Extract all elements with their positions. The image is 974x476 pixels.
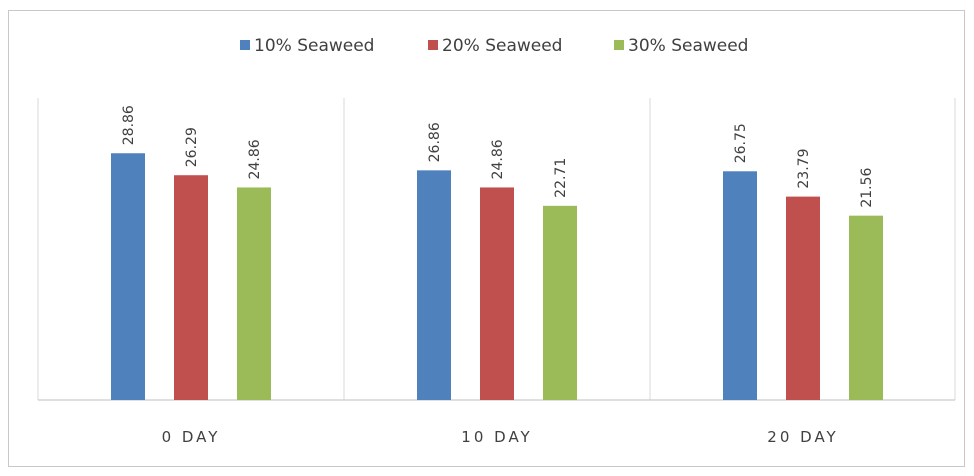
category-label-0day: 0 DAY: [162, 428, 221, 446]
category-label-10day: 10 DAY: [461, 428, 532, 446]
legend-label-10pct: 10% Seaweed: [254, 36, 374, 56]
category-labels: 0 DAY 10 DAY 20 DAY: [162, 428, 838, 446]
legend: 10% Seaweed 20% Seaweed 30% Seaweed: [240, 36, 748, 56]
value-labels-group: 28.86 26.29 24.86 26.86 24.86 22.71 26.75 23.79…: [121, 105, 875, 208]
value-label-10day-series-2: 24.86: [490, 139, 506, 179]
bar-10day-series-2: [480, 187, 514, 400]
legend-label-20pct: 20% Seaweed: [442, 36, 562, 56]
bar-0day-series-1: [111, 153, 145, 400]
value-label-20day-series-2: 23.79: [796, 149, 812, 189]
value-label-20day-series-3: 21.56: [859, 167, 875, 207]
bar-10day-series-3: [543, 205, 577, 400]
bar-20day-series-3: [849, 215, 883, 400]
bar-10day-series-1: [417, 170, 451, 400]
legend-swatch-20pct: [428, 40, 438, 50]
value-label-10day-series-1: 26.86: [427, 122, 443, 162]
value-label-20day-series-1: 26.75: [733, 123, 749, 163]
legend-swatch-10pct: [240, 40, 250, 50]
value-label-0day-series-3: 24.86: [247, 139, 263, 179]
category-label-20day: 20 DAY: [767, 428, 838, 446]
bar-20day-series-2: [786, 196, 820, 400]
bar-20day-series-1: [723, 171, 757, 400]
bar-0day-series-3: [237, 187, 271, 400]
bars-group: [111, 153, 883, 400]
legend-label-30pct: 30% Seaweed: [628, 36, 748, 56]
bar-0day-series-2: [174, 175, 208, 400]
value-label-0day-series-2: 26.29: [184, 127, 200, 167]
value-label-10day-series-3: 22.71: [553, 158, 569, 198]
legend-swatch-30pct: [614, 40, 624, 50]
value-label-0day-series-1: 28.86: [121, 105, 137, 145]
